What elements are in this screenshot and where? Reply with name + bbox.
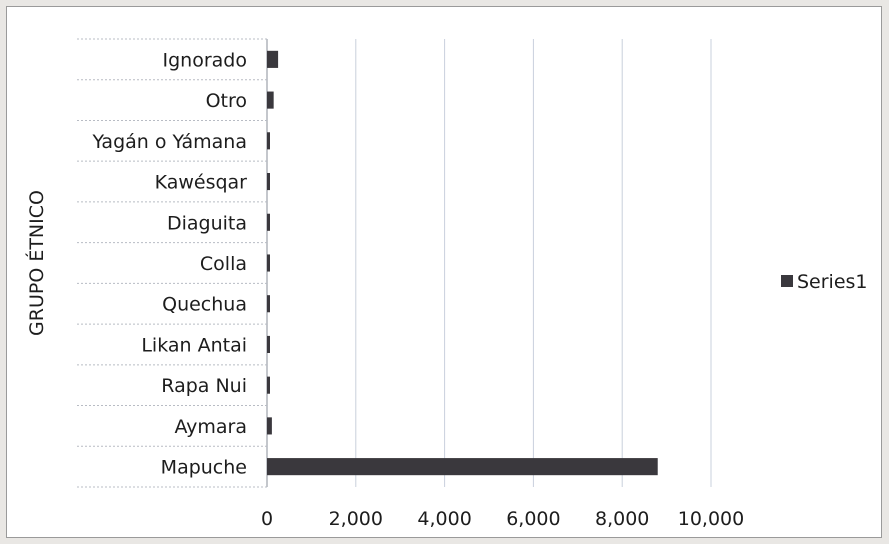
category-label: Aymara [174, 416, 247, 438]
chart-frame: Mapuche Aymara Rapa Nui Likan Antai Quechua C… [6, 6, 882, 538]
x-tick-label: 8,000 [595, 508, 649, 530]
category-label: Diaguita [167, 212, 247, 234]
bar [267, 132, 270, 150]
x-tick-labels: 0 2,000 4,000 6,000 8,000 10,000 [261, 508, 744, 530]
bar [267, 458, 658, 476]
x-tick-label: 0 [261, 508, 273, 530]
bar [267, 172, 270, 191]
bar [267, 213, 270, 231]
bar [267, 254, 270, 272]
bar-chart: Mapuche Aymara Rapa Nui Likan Antai Quechua C… [25, 38, 868, 530]
gridlines [266, 39, 712, 487]
x-tick-label: 6,000 [506, 508, 560, 530]
bar [267, 376, 270, 394]
y-axis-title: GRUPO ÉTNICO [25, 190, 48, 336]
bar [267, 417, 272, 435]
category-label: Ignorado [163, 49, 247, 71]
bar [267, 91, 274, 109]
legend-label: Series1 [797, 271, 868, 293]
x-tick-label: 2,000 [329, 508, 383, 530]
bar [267, 50, 279, 68]
category-label: Otro [206, 90, 247, 112]
bar [267, 295, 270, 313]
category-label: Mapuche [161, 457, 247, 479]
x-tick-label: 10,000 [678, 508, 744, 530]
category-label: Yagán o Yámana [91, 131, 247, 153]
legend: Series1 [781, 271, 868, 293]
category-label: Likan Antai [141, 334, 247, 356]
category-label: Colla [200, 253, 247, 275]
category-labels: Mapuche Aymara Rapa Nui Likan Antai Quechua C… [91, 49, 247, 478]
bars [267, 50, 658, 476]
category-label: Rapa Nui [161, 375, 247, 397]
category-label: Quechua [162, 294, 247, 316]
x-tick-label: 4,000 [417, 508, 471, 530]
legend-swatch [781, 275, 793, 287]
bar [267, 335, 270, 354]
category-label: Kawésqar [155, 172, 248, 194]
